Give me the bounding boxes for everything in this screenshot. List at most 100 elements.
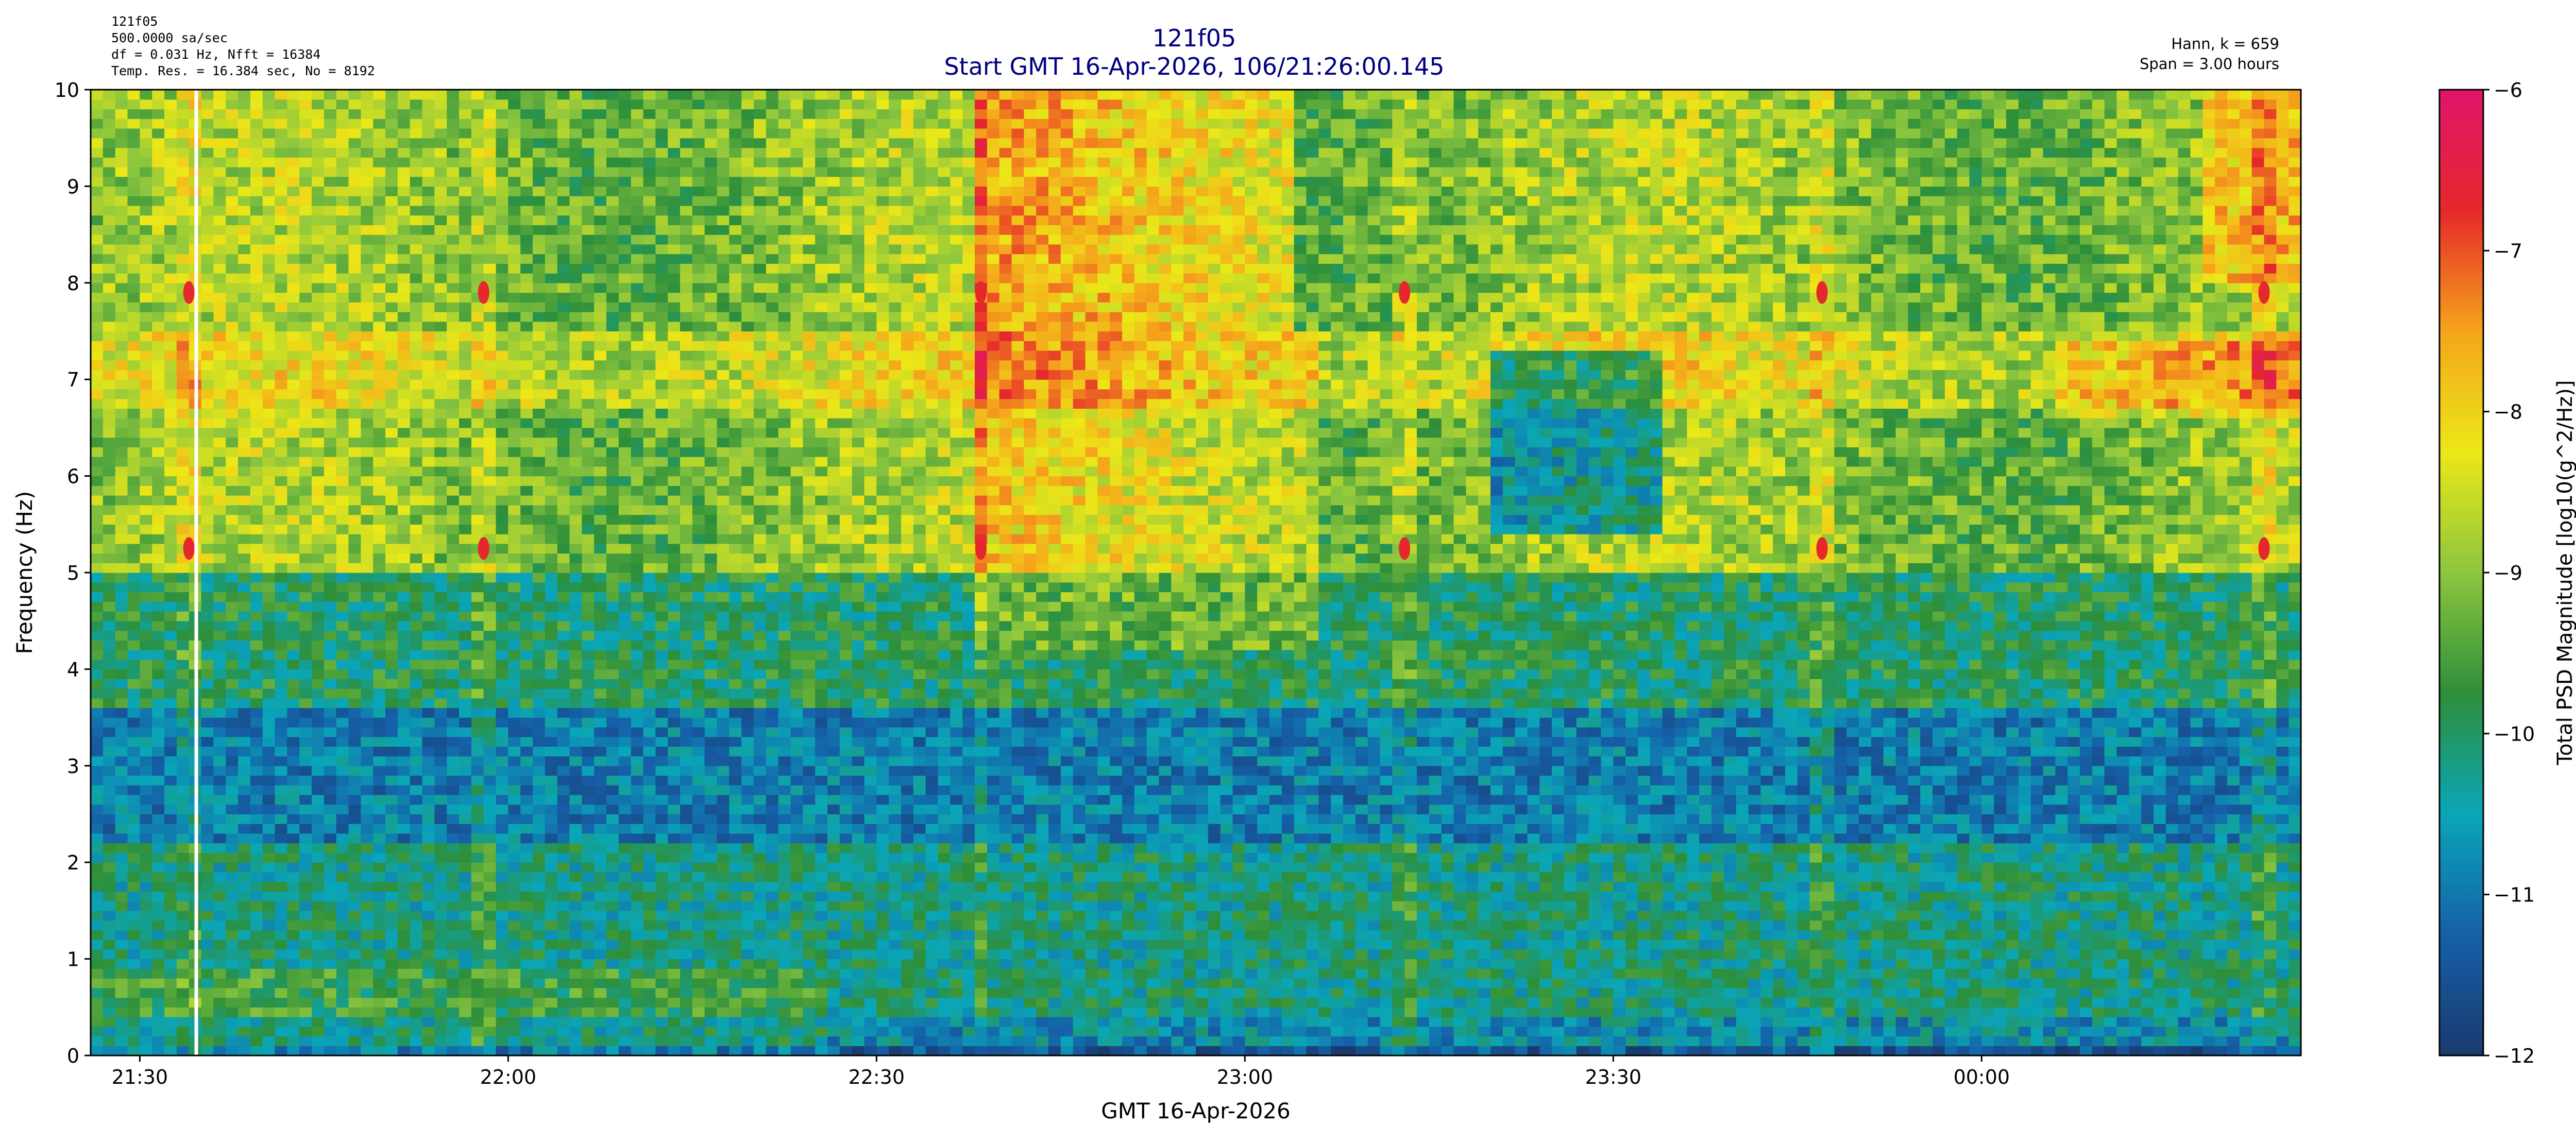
heatmap-cell	[410, 254, 423, 264]
heatmap-cell	[361, 727, 374, 737]
heatmap-cell	[680, 785, 693, 795]
heatmap-cell	[103, 563, 116, 573]
heatmap-cell	[582, 360, 595, 371]
heatmap-cell	[201, 495, 214, 506]
heatmap-cell	[520, 949, 533, 960]
heatmap-cell	[336, 225, 349, 235]
heatmap-cell	[385, 244, 398, 255]
heatmap-cell	[471, 476, 484, 486]
heatmap-cell	[545, 514, 558, 525]
heatmap-cell	[312, 205, 325, 216]
heatmap-cell	[213, 263, 226, 274]
heatmap-cell	[447, 312, 460, 322]
heatmap-cell	[545, 341, 558, 351]
heatmap-cell	[668, 485, 681, 496]
heatmap-cell	[557, 457, 570, 467]
heatmap-cell	[434, 997, 447, 1008]
heatmap-cell	[385, 891, 398, 901]
heatmap-cell	[508, 717, 521, 728]
heatmap-cell	[385, 833, 398, 844]
heatmap-cell	[127, 370, 140, 380]
heatmap-cell	[140, 341, 152, 351]
heatmap-cell	[312, 331, 325, 341]
heatmap-cell	[103, 485, 116, 496]
heatmap-cell	[422, 476, 435, 486]
heatmap-cell	[496, 621, 509, 631]
heatmap-cell	[606, 466, 619, 477]
heatmap-cell	[238, 302, 251, 312]
heatmap-cell	[373, 978, 386, 988]
heatmap-cell	[115, 524, 128, 534]
heatmap-cell	[103, 1007, 116, 1017]
heatmap-cell	[545, 389, 558, 399]
heatmap-cell	[152, 302, 165, 312]
heatmap-cell	[545, 418, 558, 428]
heatmap-cell	[483, 476, 497, 486]
heatmap-cell	[606, 949, 619, 960]
heatmap-cell	[594, 90, 607, 100]
heatmap-cell	[533, 225, 546, 235]
heatmap-cell	[508, 891, 521, 901]
heatmap-cell	[287, 90, 300, 100]
heatmap-cell	[557, 891, 570, 901]
heatmap-cell	[631, 292, 644, 303]
heatmap-cell	[250, 408, 263, 418]
heatmap-cell	[348, 679, 361, 689]
heatmap-cell	[483, 90, 497, 100]
heatmap-cell	[496, 1007, 509, 1017]
heatmap-cell	[91, 708, 104, 718]
heatmap-cell	[569, 553, 582, 563]
heatmap-cell	[471, 804, 484, 815]
heatmap-cell	[557, 949, 570, 960]
heatmap-cell	[606, 437, 619, 447]
heatmap-cell	[250, 389, 263, 399]
heatmap-cell	[594, 302, 607, 312]
heatmap-cell	[483, 997, 497, 1008]
heatmap-cell	[692, 379, 705, 390]
heatmap-cell	[643, 804, 656, 815]
heatmap-cell	[275, 524, 287, 534]
heatmap-cell	[164, 862, 177, 873]
heatmap-cell	[447, 292, 460, 303]
heatmap-cell	[618, 437, 632, 447]
heatmap-cell	[287, 147, 300, 158]
heatmap-cell	[496, 910, 509, 921]
heatmap-cell	[238, 717, 251, 728]
heatmap-cell	[545, 727, 558, 737]
heatmap-cell	[569, 176, 582, 187]
heatmap-cell	[299, 196, 312, 206]
heatmap-cell	[569, 1007, 582, 1017]
heatmap-cell	[91, 659, 104, 669]
heatmap-cell	[668, 582, 681, 593]
heatmap-cell	[385, 592, 398, 602]
heatmap-cell	[164, 263, 177, 274]
heatmap-cell	[348, 138, 361, 148]
heatmap-cell	[594, 649, 607, 660]
heatmap-cell	[238, 138, 251, 148]
heatmap-cell	[373, 910, 386, 921]
heatmap-cell	[287, 138, 300, 148]
heatmap-cell	[569, 640, 582, 650]
heatmap-cell	[201, 949, 214, 960]
heatmap-cell	[496, 273, 509, 283]
heatmap-cell	[324, 543, 337, 554]
heatmap-cell	[324, 746, 337, 757]
heatmap-cell	[631, 205, 644, 216]
heatmap-cell	[115, 254, 128, 264]
heatmap-cell	[238, 940, 251, 950]
heatmap-cell	[434, 940, 447, 950]
heatmap-cell	[397, 302, 411, 312]
heatmap-cell	[397, 736, 411, 747]
heatmap-cell	[533, 553, 546, 563]
heatmap-cell	[324, 234, 337, 245]
heatmap-cell	[631, 630, 644, 641]
heatmap-cell	[287, 312, 300, 322]
heatmap-cell	[471, 225, 484, 235]
heatmap-cell	[373, 138, 386, 148]
heatmap-cell	[373, 321, 386, 332]
heatmap-cell	[275, 408, 287, 418]
heatmap-cell	[299, 457, 312, 467]
heatmap-cell	[324, 1046, 337, 1056]
heatmap-cell	[361, 910, 374, 921]
heatmap-cell	[213, 910, 226, 921]
